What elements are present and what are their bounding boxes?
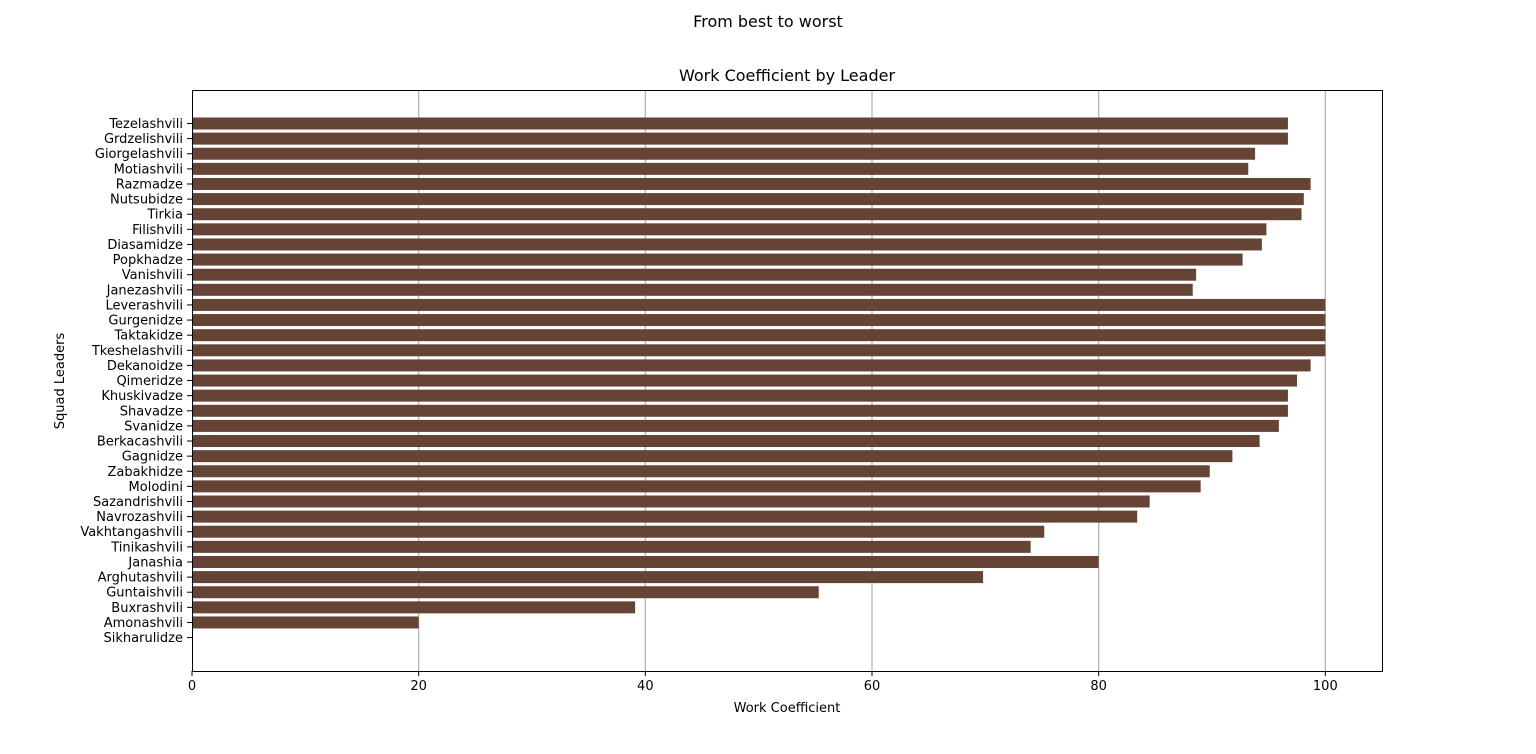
bar [192,495,1150,508]
bar [192,389,1288,402]
y-tick-label: Motiashvili [114,162,183,177]
bar [192,283,1193,296]
bar [192,435,1260,448]
bar [192,314,1326,327]
bar [192,298,1326,311]
y-tick-label: Zabakhidze [107,465,183,480]
y-tick-label: Arghutashvili [98,571,183,586]
bar [192,162,1249,175]
y-tick-label: Gagnidze [122,450,183,465]
y-tick-label: Janezashvili [106,283,183,298]
bar [192,404,1288,417]
bar [192,223,1267,236]
x-tick-label: 80 [1090,679,1107,694]
bar [192,253,1243,266]
y-tick-label: Giorgelashvili [95,147,183,162]
x-tick-label: 40 [637,679,654,694]
x-axis-label: Work Coefficient [734,701,841,716]
y-tick-label: Dekanoidze [107,359,183,374]
y-tick-label: Leverashvili [105,298,183,313]
bar [192,344,1326,357]
y-tick-label: Guntaishvili [106,586,183,601]
y-tick-label: Navrozashvili [96,510,183,525]
x-tick-label: 0 [188,679,196,694]
bar [192,571,984,584]
y-tick-label: Filishvili [132,223,183,238]
bar [192,117,1288,130]
x-tick-label: 100 [1313,679,1338,694]
bar [192,480,1201,493]
bar [192,450,1233,463]
bars-group [192,117,1326,629]
y-tick-label: Janashia [127,555,183,570]
y-tick-label: Vakhtangashvili [80,525,183,540]
bar [192,359,1311,372]
bar [192,132,1288,145]
bar [192,540,1031,553]
figure-suptitle: From best to worst [693,12,843,31]
bar [192,616,419,629]
y-tick-label: Amonashvili [104,616,183,631]
y-tick-label: Tkeshelashvili [91,344,183,359]
bar [192,268,1197,281]
bar [192,329,1326,342]
y-tick-label: Molodini [129,480,183,495]
bar [192,419,1279,432]
y-tick-label: Tinikashvili [110,540,183,555]
chart-title: Work Coefficient by Leader [679,66,895,85]
bar [192,555,1099,568]
y-tick-label: Vanishvili [122,268,183,283]
y-tick-label: Diasamidze [107,238,183,253]
y-axis: TezelashviliGrdzelishviliGiorgelashviliM… [80,117,192,646]
y-tick-label: Berkacashvili [97,435,183,450]
bar [192,465,1210,478]
x-tick-label: 20 [410,679,427,694]
y-tick-label: Shavadze [120,404,183,419]
y-axis-label: Squad Leaders [53,333,68,430]
plot-frame [192,90,1383,672]
y-tick-label: Svanidze [124,419,183,434]
y-tick-label: Popkhadze [113,253,183,268]
y-tick-label: Tirkia [146,208,183,223]
y-tick-label: Grdzelishvili [104,132,183,147]
bar [192,601,636,614]
y-tick-label: Sazandrishvili [93,495,183,510]
bar [192,374,1297,387]
bar [192,510,1138,523]
y-tick-label: Nutsubidze [110,193,183,208]
x-tick-label: 60 [864,679,881,694]
y-tick-label: Khuskivadze [101,389,183,404]
x-axis: 0 20 40 60 80 100 [188,671,1338,694]
bar [192,586,819,599]
y-tick-label: Buxrashvili [111,601,183,616]
y-tick-label: Sikharulidze [104,631,183,646]
y-tick-label: Gurgenidze [108,314,183,329]
bar [192,177,1311,190]
bar [192,525,1045,538]
bar [192,238,1262,251]
y-tick-label: Qimeridze [116,374,183,389]
bar [192,147,1256,160]
y-tick-label: Taktakidze [113,329,183,344]
bar [192,208,1302,221]
y-tick-label: Razmadze [116,177,183,192]
y-tick-label: Tezelashvili [108,117,183,132]
bar [192,193,1304,206]
